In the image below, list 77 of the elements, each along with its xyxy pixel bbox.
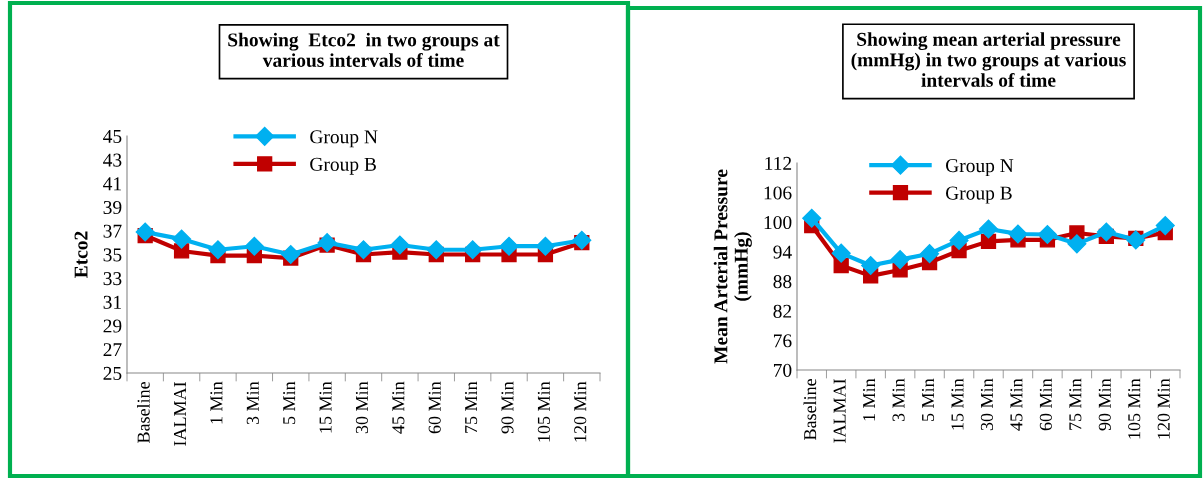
x-tick-label: 90 Min — [1098, 378, 1111, 431]
point — [135, 222, 155, 242]
x-tick-label: 45 Min — [392, 381, 405, 434]
point — [208, 240, 228, 260]
x-tick-label: 60 Min — [428, 381, 441, 434]
x-tick-label: 30 Min — [980, 378, 994, 431]
point — [572, 230, 592, 250]
y-tick-label: 25 — [103, 366, 122, 380]
x-tick-label: Baseline — [803, 378, 817, 440]
y-tick-label: 112 — [765, 156, 792, 170]
y-tick-label: 82 — [773, 304, 792, 318]
point — [1037, 224, 1057, 244]
x-tick-label: 75 Min — [465, 381, 478, 433]
x-tick-label: 105 Min — [537, 381, 550, 442]
y-tick-label: 76 — [773, 334, 792, 348]
point — [244, 236, 264, 256]
point — [978, 219, 999, 239]
x-tick-label: Baseline — [137, 381, 150, 443]
y-tick-label: 45 — [103, 129, 122, 143]
x-tick-label: 15 Min — [319, 381, 332, 433]
point — [1008, 224, 1028, 244]
x-tick-label: IALMAI — [833, 378, 846, 443]
y-tick-label: 41 — [103, 177, 121, 191]
point — [890, 250, 910, 270]
point — [281, 244, 301, 265]
y-tick-label: 43 — [103, 153, 122, 167]
x-tick-label: 60 Min — [1039, 378, 1052, 431]
x-tick-label: 3 Min — [246, 381, 259, 425]
x-tick-label: 5 Min — [921, 378, 935, 421]
x-tick-label: 5 Min — [283, 381, 296, 424]
y-tick-label: 29 — [103, 319, 122, 333]
point — [1096, 222, 1116, 242]
x-tick-label: 30 Min — [355, 381, 369, 434]
y-tick-label: 70 — [773, 363, 792, 377]
chart-title: Showing mean arterial pressure (mmHg) in two groups at various intervals of time — [851, 32, 1126, 87]
x-tick-label: 120 Min — [1157, 378, 1170, 439]
legend-label: Group N — [310, 130, 378, 148]
y-tick-label: 31 — [103, 295, 121, 309]
legend-label: Group B — [945, 186, 1012, 204]
point — [172, 229, 192, 249]
y-axis-title: Etco2 — [74, 231, 88, 278]
chart-title: Showing Etco2 in two groups at various intervals of time — [228, 32, 500, 67]
point — [949, 230, 969, 250]
y-tick-label: 88 — [773, 275, 792, 289]
point — [831, 243, 851, 263]
point — [535, 236, 555, 256]
point — [353, 240, 374, 260]
point — [463, 240, 483, 260]
point — [499, 236, 519, 256]
y-tick-label: 27 — [103, 343, 122, 357]
y-tick-label: 35 — [103, 248, 122, 262]
y-tick-label: 94 — [773, 245, 792, 259]
point — [861, 255, 881, 276]
point — [390, 235, 410, 255]
y-tick-label: 39 — [103, 200, 122, 215]
point — [426, 240, 446, 260]
point — [1155, 216, 1175, 236]
y-tick-label: 106 — [764, 186, 792, 200]
point — [920, 244, 940, 264]
legend-label: Group B — [310, 157, 376, 175]
y-tick-label: 33 — [103, 272, 122, 286]
x-tick-label: 105 Min — [1128, 378, 1141, 439]
x-tick-label: 1 Min — [863, 378, 875, 421]
legend-label: Group N — [945, 159, 1014, 177]
x-tick-label: 15 Min — [951, 378, 964, 430]
x-tick-label: 120 Min — [574, 381, 587, 442]
x-tick-label: 3 Min — [892, 378, 905, 422]
x-tick-label: 90 Min — [501, 381, 514, 434]
point — [802, 208, 822, 228]
x-tick-label: IALMAI — [174, 381, 186, 446]
x-tick-label: 75 Min — [1069, 378, 1082, 430]
point — [1067, 234, 1087, 254]
y-tick-label: 37 — [103, 224, 122, 238]
y-tick-label: 100 — [764, 215, 792, 230]
x-tick-label: 45 Min — [1010, 378, 1023, 431]
x-tick-label: 1 Min — [210, 381, 223, 424]
y-axis-title: Mean Arterial Pressure (mmHg) — [713, 169, 752, 364]
